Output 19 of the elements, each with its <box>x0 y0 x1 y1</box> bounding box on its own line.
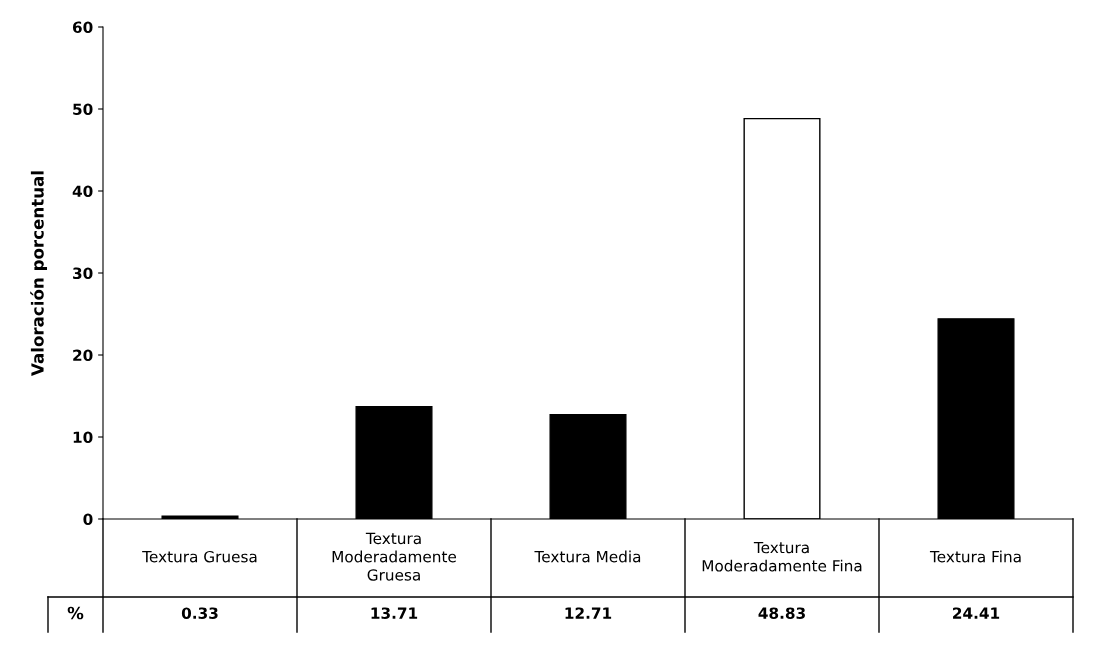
y-tick-label: 0 <box>83 513 93 526</box>
x-tick-label: Textura Media <box>534 550 641 563</box>
x-tick-label: Textura Moderadamente Fina <box>702 541 862 572</box>
x-tick-label: Textura Gruesa <box>142 550 257 563</box>
y-tick-label: 30 <box>73 267 93 280</box>
y-tick-label: 10 <box>73 431 93 444</box>
y-tick-label: 60 <box>72 21 93 34</box>
data-label: 24.41 <box>953 607 1000 619</box>
x-tick-label: Textura Fina <box>929 550 1021 563</box>
data-label: 12.71 <box>565 607 612 619</box>
text: % <box>67 606 84 620</box>
y-tick-label: 20 <box>73 349 93 362</box>
y-tick-label: 40 <box>72 185 93 198</box>
y-tick-label: 50 <box>73 103 93 116</box>
data-label: 48.83 <box>758 607 805 619</box>
y-axis-title: Valoración porcentual <box>30 171 48 376</box>
x-tick-label: Textura Moderadamente Gruesa <box>332 532 457 581</box>
data-label: 13.71 <box>371 607 418 619</box>
data-label: 0.33 <box>181 607 218 619</box>
